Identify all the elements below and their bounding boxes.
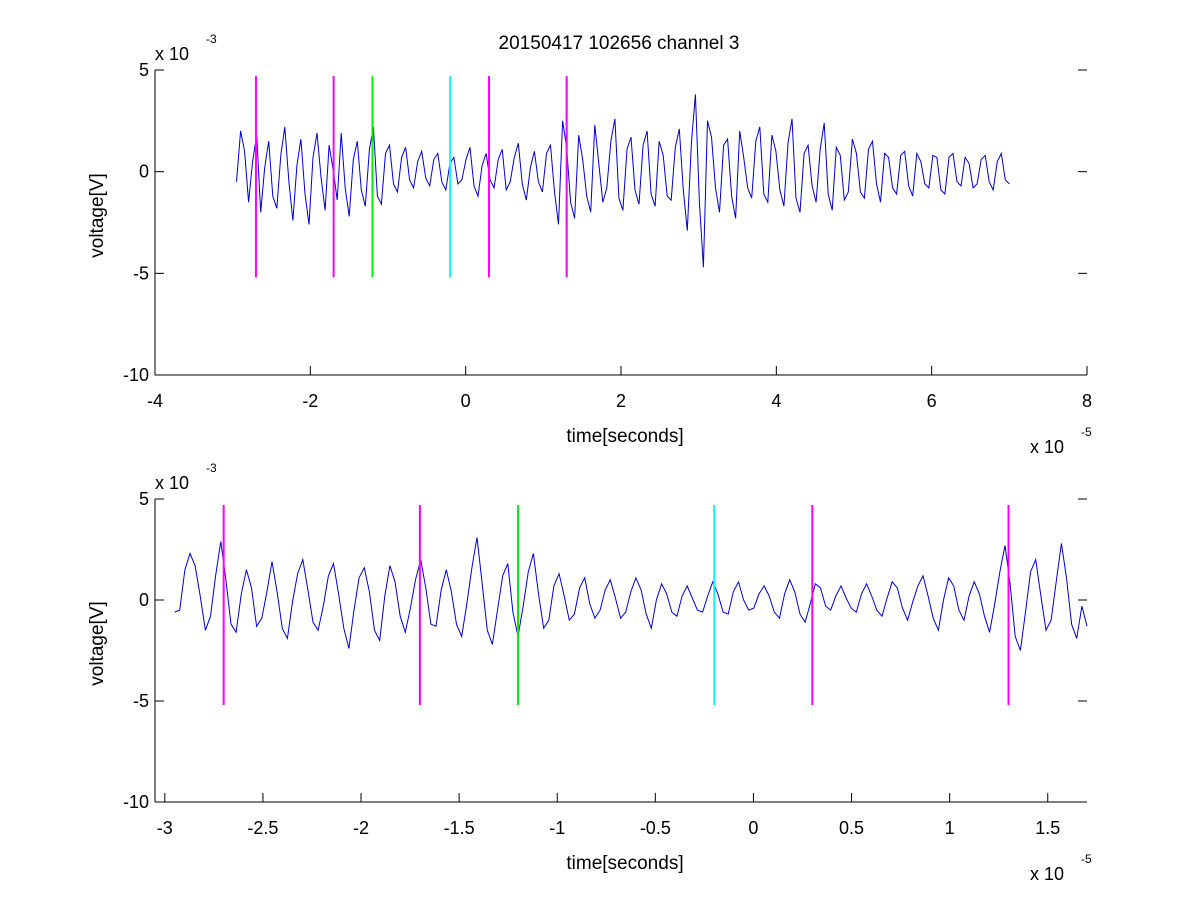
y-tick-label: -5 — [133, 263, 149, 283]
x-tick-label: -0.5 — [640, 818, 671, 838]
x-tick-label: 0 — [461, 391, 471, 411]
y-axis-label: voltage[V] — [87, 601, 108, 686]
x-tick-label: -1.5 — [444, 818, 475, 838]
x-multiplier-exponent: -5 — [1081, 425, 1092, 439]
figure-title: 20150417 102656 channel 3 — [499, 33, 740, 54]
y-axis-label: voltage[V] — [87, 173, 108, 258]
x-tick-label: 2 — [616, 391, 626, 411]
x-tick-label: 1 — [945, 818, 955, 838]
x-tick-label: -2 — [302, 391, 318, 411]
y-tick-label: 5 — [139, 60, 149, 80]
x-tick-label: -1 — [549, 818, 565, 838]
x-axis-label: time[seconds] — [566, 853, 683, 874]
x-tick-label: -4 — [147, 391, 163, 411]
x-multiplier: x 10 — [1030, 437, 1064, 457]
y-tick-label: 0 — [139, 162, 149, 182]
x-tick-label: 1.5 — [1035, 818, 1060, 838]
x-tick-label: -2 — [353, 818, 369, 838]
x-tick-label: 8 — [1082, 391, 1092, 411]
plot-top: -10 -5 0 5 -4 -2 0 2 4 6 8 time[seconds] voltage[V] x… — [87, 32, 1092, 457]
y-tick-label: -10 — [123, 792, 149, 812]
plot-bottom: -10 -5 0 5 -3 -2.5 -2 -1.5 -1 -0.5 0 0.5 1 1.5 time[se… — [87, 461, 1092, 884]
y-multiplier: x 10 — [155, 44, 189, 64]
x-tick-label: -3 — [157, 818, 173, 838]
x-tick-label: 0.5 — [839, 818, 864, 838]
y-multiplier-exponent: -3 — [206, 32, 217, 46]
signal-line — [174, 537, 1088, 651]
x-tick-label: 4 — [771, 391, 781, 411]
y-tick-label: -5 — [133, 691, 149, 711]
y-tick-label: 0 — [139, 590, 149, 610]
y-multiplier-exponent: -3 — [206, 461, 217, 475]
signal-line — [236, 94, 1010, 268]
x-tick-label: -2.5 — [247, 818, 278, 838]
x-axis-label: time[seconds] — [566, 426, 683, 447]
y-multiplier: x 10 — [155, 473, 189, 493]
y-tick-label: -10 — [123, 365, 149, 385]
y-tick-label: 5 — [139, 489, 149, 509]
x-multiplier-exponent: -5 — [1081, 852, 1092, 866]
x-tick-label: 6 — [927, 391, 937, 411]
x-multiplier: x 10 — [1030, 864, 1064, 884]
x-tick-label: 0 — [748, 818, 758, 838]
